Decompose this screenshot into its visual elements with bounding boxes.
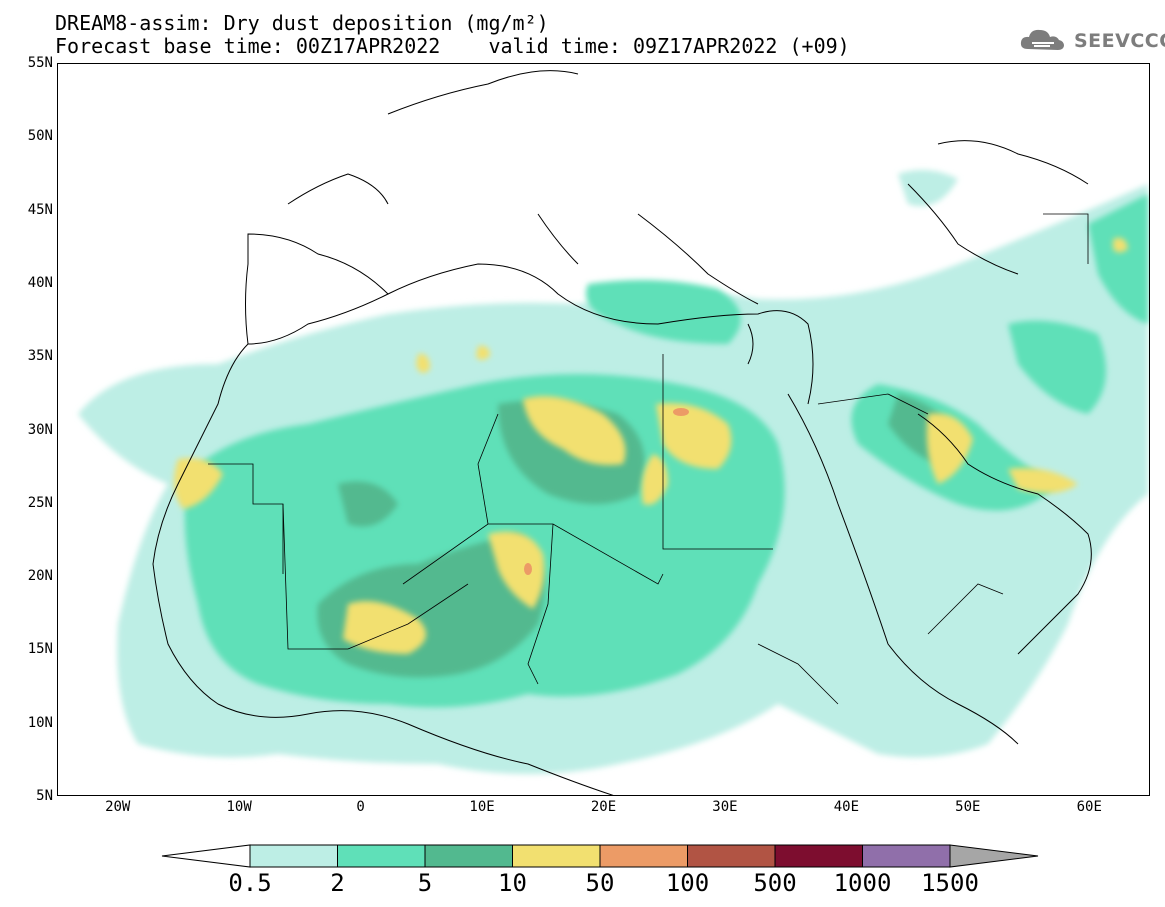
- colorbar-label: 5: [417, 869, 433, 897]
- colorbar-swatch: [424, 844, 513, 868]
- lat-label: 50N: [27, 128, 53, 145]
- logo-text: SEEVCCC: [1074, 30, 1165, 52]
- colorbar-swatch: [687, 844, 776, 868]
- lon-label: 10E: [469, 799, 495, 815]
- lat-label: 45N: [27, 201, 53, 218]
- lon-label: 30E: [712, 799, 738, 815]
- seevccc-logo: SEEVCCC: [1018, 26, 1165, 56]
- colorbar-label: 100: [665, 869, 710, 897]
- lat-label: 15N: [27, 641, 53, 658]
- colorbar-label: 1500: [921, 869, 979, 897]
- lat-label: 55N: [27, 55, 53, 71]
- map-title: DREAM8-assim: Dry dust deposition (mg/m²…: [55, 11, 549, 35]
- dust-map: [78, 70, 1148, 795]
- colorbar-over-arrow: [949, 844, 1039, 868]
- lat-label: 20N: [27, 568, 53, 585]
- colorbar-label: 2: [330, 869, 345, 897]
- coastlines: [152, 70, 1092, 795]
- lat-label: 40N: [27, 274, 53, 291]
- lat-label: 10N: [27, 714, 53, 731]
- lon-label: 10W: [226, 799, 252, 815]
- lon-label: 60E: [1076, 799, 1102, 815]
- lat-label: 30N: [27, 421, 53, 438]
- colorbar-label: 0.5: [228, 869, 272, 897]
- lon-label: 50E: [955, 799, 981, 815]
- colorbar-swatch: [512, 844, 601, 868]
- lat-label: 25N: [27, 494, 53, 511]
- dust-level-10: [174, 237, 1128, 654]
- colorbar-label: 1000: [833, 869, 892, 897]
- lon-label: 0: [356, 799, 365, 815]
- lat-label: 5N: [36, 788, 53, 804]
- dust-level-50: [524, 408, 689, 575]
- colorbar-label: 10: [498, 869, 527, 897]
- colorbar-under-arrow: [161, 844, 251, 868]
- map-area: [57, 63, 1150, 796]
- lon-label: 40E: [833, 799, 860, 815]
- lat-label: 35N: [27, 348, 53, 365]
- colorbar-swatch: [249, 844, 338, 868]
- lon-label: 20W: [105, 799, 131, 815]
- colorbar-swatch: [599, 844, 688, 868]
- colorbar: [161, 844, 1039, 868]
- colorbar-label: 500: [753, 869, 797, 897]
- cloud-icon: [1018, 25, 1070, 57]
- colorbar-label: 50: [585, 869, 615, 897]
- forecast-time-line: Forecast base time: 00Z17APR2022 valid t…: [55, 34, 850, 58]
- colorbar-swatch: [862, 844, 951, 868]
- colorbar-swatch: [337, 844, 426, 868]
- lon-label: 20E: [590, 799, 617, 815]
- country-borders: [208, 213, 1089, 705]
- colorbar-swatch: [774, 844, 863, 868]
